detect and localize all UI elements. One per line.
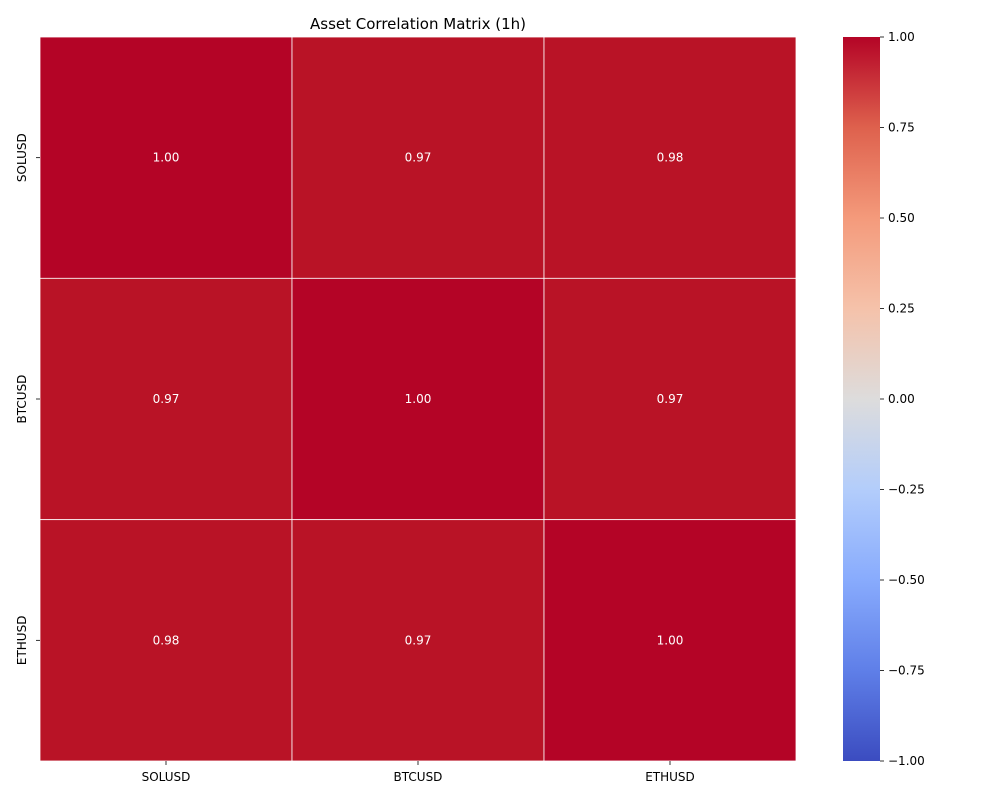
colorbar-tick-label: −0.50 [888,573,925,587]
x-axis: SOLUSD BTCUSD ETHUSD [142,761,695,784]
heatmap-cell-BTCUSD-ETHUSD [543,277,797,521]
cell-value-label: 0.98 [153,633,180,647]
colorbar-tick-label: 1.00 [888,30,915,44]
colorbar-ticks: 1.00 0.75 0.50 0.25 0.00 −0.25 −0.50 −0.75 −1.00 [880,30,925,768]
colorbar-tick-label: 0.75 [888,121,915,135]
colorbar-tick-label: −1.00 [888,754,925,768]
heatmap-cells [39,36,797,762]
y-axis: SOLUSD BTCUSD ETHUSD [15,133,40,665]
x-tick-label: ETHUSD [645,770,695,784]
heatmap-cell-ETHUSD-BTCUSD [291,519,545,762]
cell-value-label: 1.00 [405,392,432,406]
heatmap-cell-SOLUSD-ETHUSD [543,36,797,279]
y-tick-label: ETHUSD [15,616,29,666]
heatmap-cell-SOLUSD-SOLUSD [39,36,293,279]
cell-value-label: 0.97 [153,392,180,406]
y-tick-label: BTCUSD [15,375,29,424]
colorbar-tick-label: 0.50 [888,211,915,225]
colorbar-tick-label: 0.00 [888,392,915,406]
cell-value-label: 0.97 [405,151,432,165]
heatmap-cell-BTCUSD-BTCUSD [291,277,545,521]
y-tick-label: SOLUSD [15,133,29,182]
colorbar-gradient [843,37,880,761]
heatmap-cell-labels: 1.00 0.97 0.98 0.97 1.00 0.97 0.98 0.97 1.00 [153,151,684,648]
colorbar-tick-label: −0.75 [888,664,925,678]
x-tick-label: BTCUSD [394,770,443,784]
cell-value-label: 0.97 [405,633,432,647]
chart-title: Asset Correlation Matrix (1h) [310,15,526,33]
x-tick-label: SOLUSD [142,770,191,784]
cell-value-label: 0.98 [657,151,684,165]
heatmap-cell-BTCUSD-SOLUSD [39,277,293,521]
cell-value-label: 0.97 [657,392,684,406]
colorbar-tick-label: 0.25 [888,302,915,316]
cell-value-label: 1.00 [153,151,180,165]
heatmap-cell-SOLUSD-BTCUSD [291,36,545,279]
heatmap-cell-ETHUSD-SOLUSD [39,519,293,762]
cell-value-label: 1.00 [657,633,684,647]
colorbar-tick-label: −0.25 [888,483,925,497]
colorbar: 1.00 0.75 0.50 0.25 0.00 −0.25 −0.50 −0.75 −1.00 [843,30,925,768]
